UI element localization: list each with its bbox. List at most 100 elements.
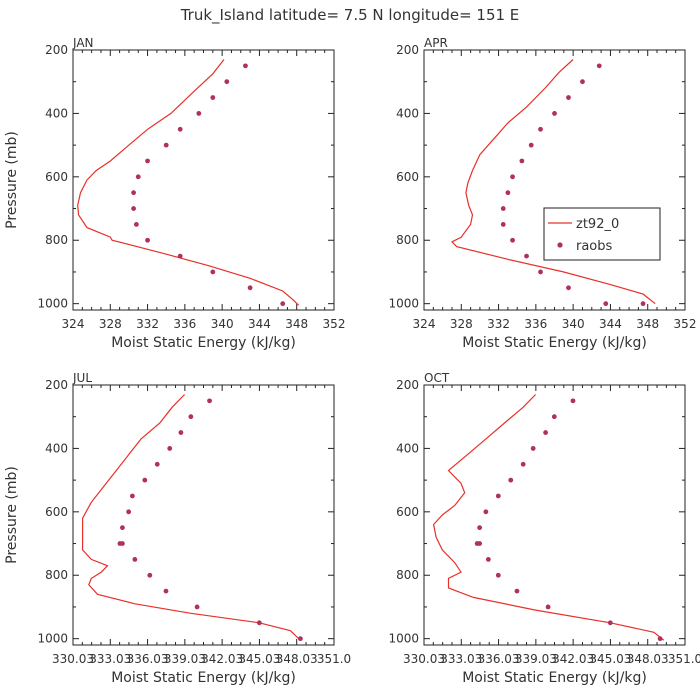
data-point-raobs [552,111,557,116]
data-point-raobs [500,206,506,211]
data-point-raobs [485,556,491,562]
x-tick-label: 324 [62,317,85,331]
data-point-raobs [603,301,609,307]
data-point-raobs [477,541,483,546]
data-point-raobs [607,620,613,626]
x-tick-label: 328 [99,317,122,331]
data-point-raobs [196,111,202,116]
x-axis-label: Moist Static Energy (kJ/kg) [462,670,647,686]
data-point-raobs [178,430,184,435]
y-tick-label: 1000 [37,632,68,646]
data-point-raobs [131,206,136,211]
data-point-raobs [280,301,286,307]
x-tick-label: 348.03 [276,652,318,666]
y-tick-label: 400 [396,106,419,120]
plot-frame [72,49,335,311]
y-tick-label: 200 [396,43,419,57]
x-axis-label: Moist Static Energy (kJ/kg) [111,670,296,686]
data-point-raobs [524,253,529,259]
x-tick-label: 352 [674,317,697,331]
y-tick-label: 200 [396,378,419,392]
data-point-raobs [514,588,520,594]
panel-label: APR [424,36,448,50]
x-tick-label: 324 [413,317,436,331]
plot-frame [72,384,335,646]
data-point-raobs [580,79,585,85]
panel-oct: OCT330.03333.03336.03339.03342.03345.033… [388,371,700,686]
x-tick-label: 345.03 [238,652,280,666]
legend-dot-swatch [557,242,563,248]
data-point-raobs [495,493,501,499]
data-point-raobs [147,572,153,578]
panel-label: JAN [72,36,94,50]
y-tick-label: 600 [45,170,68,184]
data-point-raobs [163,588,169,594]
plot-frame [423,384,686,646]
x-tick-label: 336 [524,317,547,331]
data-point-raobs [528,142,534,148]
panel-label: JUL [72,371,92,385]
x-tick-label: 348 [285,317,308,331]
x-tick-label: 330.03 [403,652,445,666]
plot-frame [423,49,686,311]
x-axis-label: Moist Static Energy (kJ/kg) [462,335,647,351]
y-tick-label: 800 [396,568,419,582]
y-tick-label: 1000 [388,632,419,646]
y-tick-label: 400 [396,441,419,455]
panels: JAN 324 328 332 336 340 344 348 352 200 400 600 800 1… [4,36,700,686]
y-tick-label: 600 [396,505,419,519]
data-point-raobs [538,269,543,275]
series-line-zt92_0 [432,394,665,641]
data-point-raobs [477,525,483,531]
data-point-raobs [120,541,125,546]
data-point-raobs [520,461,526,467]
x-tick-label: 333.03 [440,652,482,666]
data-point-raobs [500,221,506,227]
y-tick-label: 200 [45,43,68,57]
x-tick-label: 339.03 [164,652,206,666]
x-tick-label: 348 [636,317,659,331]
y-tick-label: 600 [396,170,419,184]
data-point-raobs [566,95,571,100]
data-point-raobs [538,126,543,132]
y-tick-label: 200 [45,378,68,392]
x-tick-label: 332 [136,317,159,331]
data-point-raobs [145,158,150,164]
legend-label-model: zt92_0 [576,217,619,232]
data-point-raobs [188,414,194,420]
x-tick-label: 340 [562,317,585,331]
data-point-raobs [194,604,200,610]
data-point-raobs [543,430,549,435]
data-point-raobs [519,158,525,164]
data-point-raobs [145,237,150,243]
data-point-raobs [131,190,136,196]
x-tick-label: 328 [450,317,473,331]
legend-label-obs: raobs [576,239,613,254]
data-point-raobs [142,477,148,483]
data-point-raobs [167,446,173,451]
y-tick-label: 400 [45,106,68,120]
x-axis-label: Moist Static Energy (kJ/kg) [111,335,296,351]
series-line-zt92_0 [77,59,300,306]
series-line-zt92_0 [81,394,301,641]
y-tick-label: 800 [45,233,68,247]
x-tick-label: 342.03 [201,652,243,666]
panel-apr: APR 324 328 332 336 340 344 348 352 200 400 600 800 1… [388,36,696,351]
x-tick-label: 332 [487,317,510,331]
data-point-raobs [505,190,511,196]
data-point-raobs [566,285,571,291]
data-point-raobs [551,414,557,420]
data-point-raobs [657,636,663,642]
data-point-raobs [243,63,248,69]
y-tick-label: 600 [45,505,68,519]
data-point-raobs [530,446,536,451]
x-tick-label: 344 [248,317,271,331]
panel-jul: JUL330.03333.03336.03339.03342.03345.033… [4,371,351,686]
x-tick-label: 352 [323,317,346,331]
data-point-raobs [256,620,262,626]
y-tick-label: 800 [396,233,419,247]
data-point-raobs [508,477,514,483]
data-point-raobs [545,604,551,610]
